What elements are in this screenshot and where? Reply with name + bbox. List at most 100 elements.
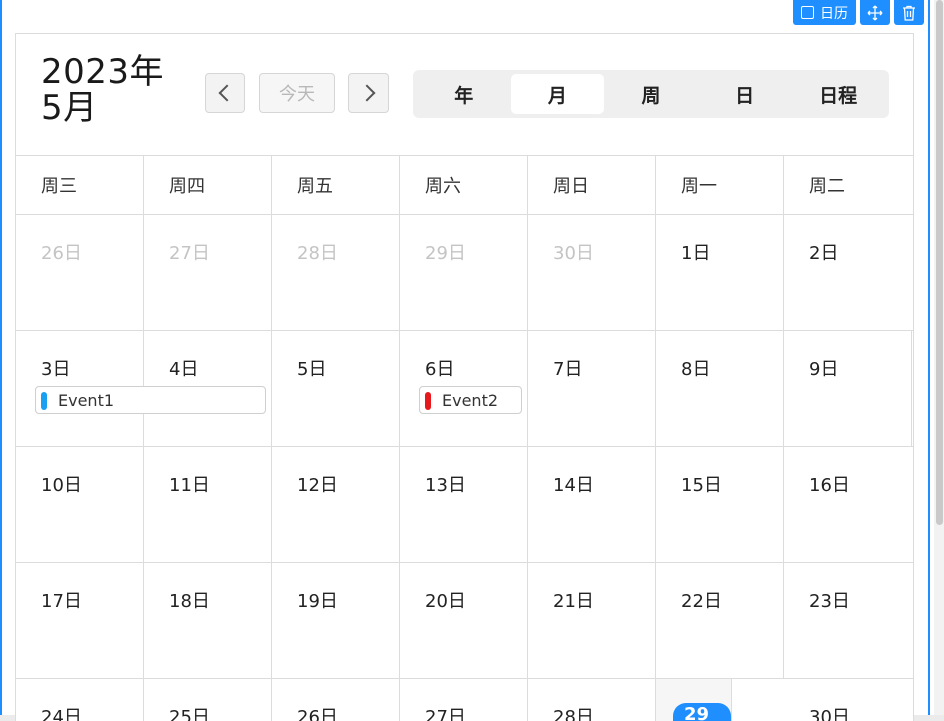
day-number: 2日	[809, 243, 839, 264]
day-number: 11日	[169, 475, 210, 496]
view-year[interactable]: 年	[454, 84, 474, 107]
move-button[interactable]	[860, 0, 890, 25]
day-cell[interactable]: 1日	[656, 215, 784, 330]
day-number: 23日	[809, 591, 850, 612]
day-number: 3日	[41, 359, 71, 380]
chevron-right-icon	[358, 84, 375, 102]
day-cell[interactable]: 11日	[144, 447, 272, 562]
vertical-scrollbar[interactable]	[934, 0, 944, 721]
view-month[interactable]: 月	[510, 74, 605, 114]
day-cell[interactable]: 28日	[272, 215, 400, 330]
day-cell[interactable]: 24日	[16, 679, 144, 721]
day-number: 24日	[41, 707, 82, 721]
weekday-label: 周一	[656, 155, 784, 214]
event-title: Event2	[442, 390, 499, 410]
day-number: 5日	[297, 359, 327, 380]
event-color-marker	[425, 392, 431, 410]
day-cell[interactable]: 29日	[400, 215, 528, 330]
day-number: 1日	[681, 243, 711, 264]
event-item[interactable]: Event1	[35, 386, 266, 414]
chevron-left-icon	[218, 84, 236, 102]
delete-button[interactable]	[894, 0, 924, 25]
day-cell[interactable]: 20日	[400, 563, 528, 678]
calendar-title: 2023年 5月	[41, 54, 191, 126]
day-cell[interactable]: 30日	[784, 679, 912, 721]
day-cell[interactable]: 12日	[272, 447, 400, 562]
day-cell[interactable]: 5日	[272, 331, 400, 446]
day-number: 21日	[553, 591, 594, 612]
day-cell[interactable]: 26日	[16, 215, 144, 330]
day-cell[interactable]: 4日	[144, 331, 272, 446]
day-cell[interactable]: 19日	[272, 563, 400, 678]
day-number: 30日	[809, 707, 850, 721]
day-cell[interactable]: 30日	[528, 215, 656, 330]
day-cell-today[interactable]: 29日	[656, 679, 732, 721]
day-number: 18日	[169, 591, 210, 612]
move-icon	[867, 5, 883, 20]
weekday-label: 周五	[272, 155, 400, 214]
day-number: 4日	[169, 359, 199, 380]
day-number: 30日	[553, 243, 594, 264]
day-number: 22日	[681, 591, 722, 612]
day-number: 19日	[297, 591, 338, 612]
day-cell[interactable]: 16日	[784, 447, 912, 562]
day-cell[interactable]: 7日	[528, 331, 656, 446]
day-cell[interactable]: 27日	[400, 679, 528, 721]
view-day[interactable]: 日	[735, 84, 755, 107]
title-month: 5月	[41, 88, 98, 128]
day-number: 7日	[553, 359, 583, 380]
event-title: Event1	[58, 390, 115, 410]
calendar-icon	[801, 6, 814, 19]
day-cell[interactable]: 28日	[528, 679, 656, 721]
next-button[interactable]	[348, 73, 389, 113]
day-cell[interactable]: 13日	[400, 447, 528, 562]
day-cell[interactable]: 27日	[144, 215, 272, 330]
day-number: 27日	[425, 707, 466, 721]
day-number: 25日	[169, 707, 210, 721]
weekday-label: 周二	[809, 175, 845, 197]
title-year: 2023年	[41, 52, 165, 92]
component-label-button[interactable]: 日历	[793, 0, 856, 25]
view-agenda[interactable]: 日程	[819, 84, 858, 107]
scrollbar-thumb[interactable]	[936, 0, 943, 525]
week-row: 24日 25日 26日 27日 28日 29日 30日	[16, 679, 913, 721]
day-number: 26日	[297, 707, 338, 721]
view-week[interactable]: 周	[641, 84, 661, 107]
calendar: 2023年 5月 今天 年 月 周 日 日程 周三 周四 周五 周六 周日 周一…	[15, 33, 914, 721]
week-row: 10日 11日 12日 13日 14日 15日 16日	[16, 447, 913, 563]
today-button[interactable]: 今天	[259, 73, 335, 113]
day-number: 15日	[681, 475, 722, 496]
day-cell[interactable]: 14日	[528, 447, 656, 562]
day-number: 28日	[297, 243, 338, 264]
weekday-label: 周三	[16, 155, 144, 214]
today-day-number: 29日	[673, 703, 731, 721]
day-cell[interactable]: 26日	[272, 679, 400, 721]
day-cell[interactable]: 22日	[656, 563, 784, 678]
day-cell[interactable]: 23日	[784, 563, 912, 678]
event-item[interactable]: Event2	[419, 386, 522, 414]
day-cell[interactable]: 17日	[16, 563, 144, 678]
day-cell[interactable]: 9日	[784, 331, 912, 446]
day-cell[interactable]: 2日	[784, 215, 912, 330]
day-cell[interactable]: 25日	[144, 679, 272, 721]
day-cell[interactable]: 6日	[400, 331, 528, 446]
day-cell[interactable]: 18日	[144, 563, 272, 678]
day-cell[interactable]: 8日	[656, 331, 784, 446]
day-cell[interactable]: 15日	[656, 447, 784, 562]
day-number: 20日	[425, 591, 466, 612]
day-number: 29日	[425, 243, 466, 264]
day-number: 9日	[809, 359, 839, 380]
day-number: 6日	[425, 359, 455, 380]
day-number: 26日	[41, 243, 82, 264]
weekday-label: 周四	[144, 155, 272, 214]
weekday-header: 周三 周四 周五 周六 周日 周一 周二	[16, 155, 913, 215]
day-number: 17日	[41, 591, 82, 612]
calendar-header: 2023年 5月 今天 年 月 周 日 日程	[16, 34, 913, 156]
week-row: 26日 27日 28日 29日 30日 1日 2日	[16, 215, 913, 331]
prev-button[interactable]	[205, 73, 245, 113]
day-cell[interactable]: 10日	[16, 447, 144, 562]
day-cell[interactable]: 21日	[528, 563, 656, 678]
day-number: 12日	[297, 475, 338, 496]
week-row: 17日 18日 19日 20日 21日 22日 23日	[16, 563, 913, 679]
